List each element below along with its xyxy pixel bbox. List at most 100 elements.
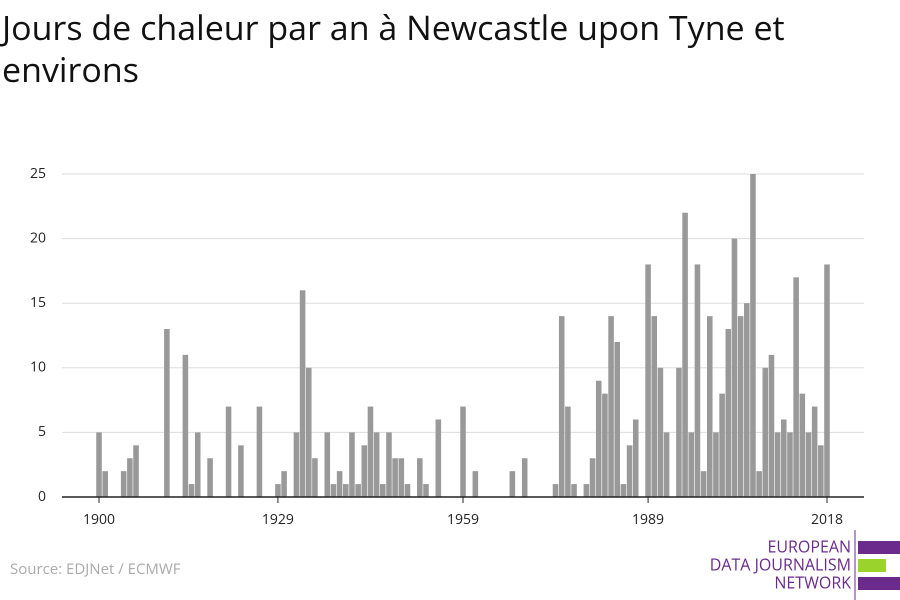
bar xyxy=(127,458,133,497)
x-tick-label: 1989 xyxy=(632,510,664,529)
bar xyxy=(256,406,263,497)
y-tick-label: 0 xyxy=(38,487,46,506)
bar xyxy=(361,445,368,497)
bar xyxy=(571,484,577,497)
bar xyxy=(380,484,386,497)
bar xyxy=(343,484,349,497)
bar xyxy=(133,445,139,497)
bar xyxy=(620,484,627,497)
bar xyxy=(188,484,195,497)
bar xyxy=(509,471,516,497)
y-tick-label: 10 xyxy=(30,358,46,377)
bar xyxy=(460,406,466,497)
bar xyxy=(435,419,442,497)
bar xyxy=(626,445,633,497)
bar xyxy=(793,277,799,497)
bar xyxy=(102,471,108,497)
bar xyxy=(706,316,713,497)
bar xyxy=(194,432,201,497)
bar xyxy=(96,432,102,497)
bar xyxy=(225,406,232,497)
bar xyxy=(373,432,380,497)
bar xyxy=(293,432,300,497)
bar xyxy=(750,174,756,497)
bar xyxy=(731,238,738,497)
bar xyxy=(645,264,651,497)
bar xyxy=(651,316,658,497)
bar xyxy=(787,432,793,497)
bar xyxy=(725,329,732,497)
bar xyxy=(324,432,331,497)
bar xyxy=(521,458,528,497)
bar xyxy=(632,419,639,497)
bar xyxy=(386,432,392,497)
bar xyxy=(713,432,719,497)
bar xyxy=(583,484,590,497)
bar xyxy=(417,458,423,497)
bar xyxy=(818,445,824,497)
x-tick-label: 2018 xyxy=(811,510,843,529)
bar xyxy=(608,316,614,497)
bar xyxy=(762,367,769,497)
x-tick-label: 1900 xyxy=(83,510,115,529)
bar xyxy=(768,354,775,497)
bar xyxy=(398,458,405,497)
y-tick-label: 15 xyxy=(30,293,46,312)
bar xyxy=(558,316,565,497)
bar xyxy=(719,393,725,497)
bar xyxy=(281,471,287,497)
logo-bar xyxy=(858,541,900,554)
bar xyxy=(392,458,398,497)
chart-title: Jours de chaleur par an à Newcastle upon… xyxy=(2,4,785,92)
bar xyxy=(423,484,429,497)
bar xyxy=(330,484,337,497)
bar xyxy=(688,432,695,497)
bar xyxy=(305,367,312,497)
bar xyxy=(589,458,596,497)
bar xyxy=(164,329,170,497)
bar xyxy=(552,484,559,497)
bar xyxy=(349,432,355,497)
bar xyxy=(744,303,750,497)
bar xyxy=(700,471,707,497)
bar xyxy=(120,471,127,497)
bar xyxy=(805,432,812,497)
bar xyxy=(602,393,608,497)
x-tick-label: 1959 xyxy=(447,510,479,529)
bar xyxy=(238,445,244,497)
bar xyxy=(811,406,818,497)
bar xyxy=(756,471,762,497)
bar xyxy=(355,484,361,497)
y-tick-label: 5 xyxy=(38,422,46,441)
bar xyxy=(299,290,306,497)
x-tick-label: 1929 xyxy=(262,510,294,529)
bar xyxy=(312,458,318,497)
bar xyxy=(472,471,479,497)
bar xyxy=(367,406,374,497)
logo-text: EUROPEAN xyxy=(767,535,851,557)
bar xyxy=(275,484,281,497)
bar xyxy=(799,393,806,497)
bar xyxy=(207,458,213,497)
logo-text: DATA JOURNALISM xyxy=(710,553,851,575)
bar xyxy=(781,419,787,497)
bar xyxy=(774,432,781,497)
bar xyxy=(737,316,744,497)
bar xyxy=(614,341,621,497)
y-tick-label: 20 xyxy=(30,228,46,247)
y-tick-label: 25 xyxy=(30,164,46,183)
logo-text: NETWORK xyxy=(774,571,851,593)
source: Source: EDJNet / ECMWF xyxy=(10,559,181,579)
bar xyxy=(182,354,189,497)
bar xyxy=(694,264,701,497)
bar xyxy=(676,367,682,497)
bar xyxy=(657,367,664,497)
bar xyxy=(663,432,670,497)
bar xyxy=(682,212,688,497)
bar xyxy=(404,484,411,497)
bar xyxy=(565,406,571,497)
bar xyxy=(336,471,343,497)
logo-bar xyxy=(858,577,900,590)
